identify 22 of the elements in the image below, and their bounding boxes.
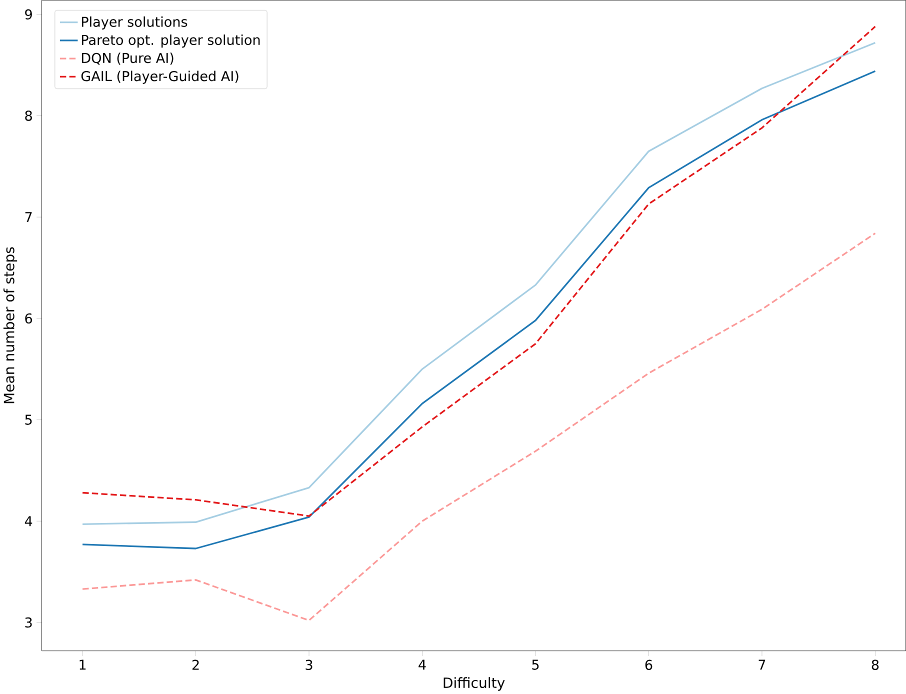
- x-tick-label: 3: [306, 660, 312, 670]
- x-tick-label: 1: [80, 660, 86, 670]
- y-tick-label: 6: [25, 313, 32, 324]
- legend-label: GAIL (Player-Guided AI): [81, 70, 238, 84]
- y-tick-label: 7: [25, 212, 32, 222]
- x-tick-label: 7: [758, 660, 766, 670]
- x-tick-label: 2: [192, 660, 199, 670]
- legend-label: Player solutions: [82, 16, 188, 30]
- x-tick-label: 5: [532, 660, 539, 670]
- x-tick-label: 8: [872, 660, 879, 670]
- y-tick-label: 3: [25, 617, 32, 628]
- line-series: [82, 232, 876, 622]
- x-tick-label: 6: [645, 660, 652, 670]
- legend-label: Pareto opt. player solution: [82, 34, 260, 48]
- x-tick-label: 4: [418, 660, 426, 670]
- y-tick-label: 9: [25, 9, 32, 20]
- y-tick-label: 5: [25, 414, 32, 425]
- y-tick-label: 4: [24, 516, 32, 526]
- y-tick-label: 8: [25, 110, 32, 121]
- y-axis-title: Mean number of steps: [3, 247, 18, 404]
- x-axis-title: Difficulty: [444, 677, 505, 691]
- legend-label: DQN (Pure AI): [82, 52, 174, 65]
